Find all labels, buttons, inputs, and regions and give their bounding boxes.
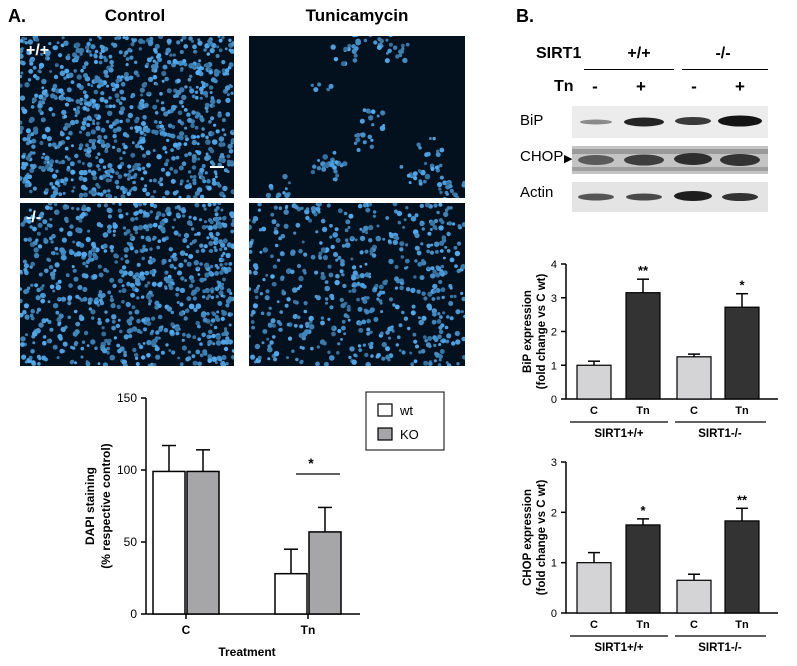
- sirt1-header-label: SIRT1: [536, 45, 582, 62]
- bar-KO-Tn: [308, 531, 342, 615]
- scale-bar: [210, 166, 224, 168]
- chop-expression-chart: 0 1 2 3 C * Tn C ** Tn SIRT1+/+ SIRT1-/- CHOP expres…: [522, 457, 778, 654]
- y-tick-label: 150: [117, 391, 137, 405]
- nuclei-texture: [249, 203, 465, 366]
- x-tick-label: C: [590, 619, 598, 631]
- ko-header-underline: [682, 69, 768, 70]
- bar-c-0: [576, 364, 612, 400]
- blot-label-actin: Actin: [520, 184, 554, 201]
- bar-KO-C: [186, 470, 220, 615]
- significance-star: *: [640, 503, 646, 518]
- blot-label-bip: BiP: [520, 112, 544, 129]
- x-tick-label: Tn: [636, 619, 650, 631]
- y-tick-label: 1: [551, 558, 557, 570]
- significance-star: *: [739, 278, 745, 293]
- y-tick-label: 0: [130, 607, 137, 621]
- y-tick-label: 0: [551, 394, 557, 406]
- western-blot-bip: [572, 106, 768, 138]
- bar-tn-1: [625, 524, 661, 614]
- control-column-heading: Control: [104, 6, 166, 25]
- group-label-wt: SIRT1+/+: [594, 428, 644, 440]
- western-blot-chop: [572, 146, 768, 174]
- micrograph-ko-tunicamycin: [249, 203, 465, 366]
- significance-star: **: [638, 263, 649, 278]
- ko-header-label: -/-: [715, 45, 731, 62]
- y-tick-label: 2: [551, 507, 557, 519]
- x-tick-label: Tn: [636, 405, 650, 417]
- y-tick-label: 4: [551, 259, 557, 271]
- tn-sign-1: -: [592, 77, 598, 96]
- bar-c-0: [576, 562, 612, 614]
- nuclei-texture: [265, 36, 465, 198]
- bar-tn-3: [724, 306, 760, 400]
- y-tick-label: 1: [551, 360, 557, 372]
- group-label-ko: SIRT1-/-: [698, 642, 742, 654]
- panel-a-label: A.: [8, 6, 26, 26]
- x-tick-label: C: [690, 619, 698, 631]
- y-tick-label: 100: [117, 463, 137, 477]
- y-tick-label: 0: [551, 608, 557, 620]
- legend-swatch-wt: [377, 403, 393, 417]
- wt-header-label: +/+: [627, 45, 651, 62]
- western-blot-actin: [572, 182, 768, 212]
- tn-sign-4: +: [735, 77, 745, 96]
- bar-wt-Tn: [274, 572, 308, 615]
- y-axis-title: BiP expression: [522, 290, 534, 373]
- bar-tn-3: [724, 520, 760, 614]
- significance-star: **: [737, 492, 748, 507]
- bar-c-2: [676, 579, 712, 614]
- legend-label-KO: KO: [400, 427, 419, 442]
- y-tick-label: 3: [551, 293, 557, 305]
- y-axis-subtitle: (fold change vs C wt): [536, 274, 548, 390]
- blot-label-chop: CHOP: [520, 148, 564, 165]
- y-tick-label: 2: [551, 327, 557, 339]
- tn-sign-3: -: [691, 77, 697, 96]
- legend-swatch-KO: [377, 427, 393, 441]
- bip-expression-chart: 0 1 2 3 4 C ** Tn C * Tn SIRT1+/+ SIRT1-/- BiP expres…: [522, 259, 778, 440]
- x-tick-label: C: [590, 405, 598, 417]
- tn-sign-2: +: [636, 77, 646, 96]
- tn-header-label: Tn: [554, 78, 574, 95]
- x-axis-title: Treatment: [218, 645, 275, 659]
- group-label-wt: SIRT1+/+: [594, 642, 644, 654]
- significance-star: *: [308, 455, 314, 471]
- x-tick-label: C: [690, 405, 698, 417]
- micrograph-ko-control: [20, 203, 234, 366]
- x-tick-label: Tn: [735, 405, 749, 417]
- legend-box: [365, 391, 445, 451]
- bar-wt-C: [152, 470, 186, 615]
- x-tick-label: Tn: [301, 623, 316, 637]
- y-axis-subtitle: (fold change vs C wt): [536, 480, 548, 596]
- micrograph-wt-tunicamycin: [249, 36, 465, 198]
- tunicamycin-column-heading: Tunicamycin: [305, 6, 409, 25]
- x-tick-label: C: [182, 623, 191, 637]
- x-tick-label: Tn: [735, 619, 749, 631]
- chop-band-arrow-icon: ▶: [564, 153, 573, 165]
- legend-label-wt: wt: [399, 403, 413, 418]
- genotype-label-ko: -/-: [26, 209, 42, 226]
- bar-c-2: [676, 356, 712, 400]
- y-tick-label: 3: [551, 457, 557, 469]
- nuclei-texture: [20, 203, 234, 366]
- y-axis-title: DAPI staining: [83, 467, 97, 545]
- bar-tn-1: [625, 292, 661, 400]
- genotype-label-wt: +/+: [26, 42, 50, 59]
- panel-b-label: B.: [516, 6, 534, 26]
- y-axis-subtitle: (% respective control): [99, 443, 113, 568]
- y-axis-title: CHOP expression: [522, 489, 534, 586]
- y-tick-label: 50: [124, 535, 138, 549]
- micrograph-wt-control: [20, 36, 234, 198]
- group-label-ko: SIRT1-/-: [698, 428, 742, 440]
- wt-header-underline: [584, 69, 674, 70]
- dapi-staining-chart: 0 50 100 150 C Tn * wt KO Treatment DAPI staining(…: [83, 391, 445, 659]
- nuclei-texture: [20, 36, 234, 198]
